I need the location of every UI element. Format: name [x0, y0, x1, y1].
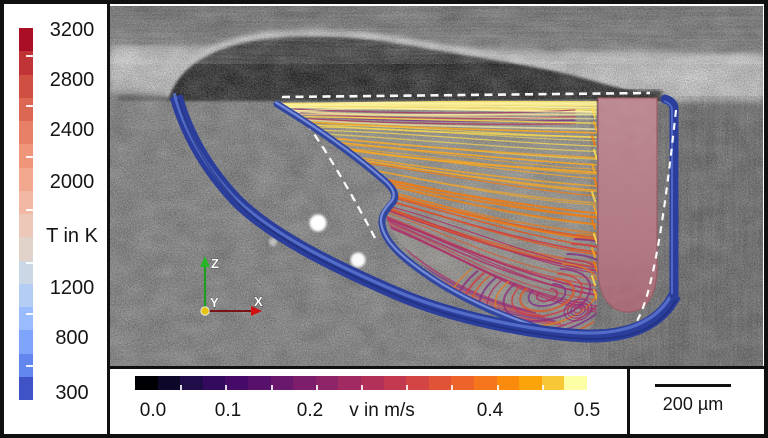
vel-axis-title: v in m/s: [349, 400, 415, 421]
xray-simulation-scene: Z X Y: [110, 6, 763, 366]
temp-label-2800: 2800: [49, 69, 95, 91]
pore-blob: [269, 238, 277, 246]
temp-label-3200: 3200: [49, 19, 95, 41]
scale-bar-line: [655, 384, 731, 387]
xray-image-area: Z X Y: [110, 6, 763, 366]
vel-label-0.4: 0.4: [476, 400, 504, 421]
y-axis-label: Y: [210, 295, 219, 310]
x-axis-arrow: [251, 306, 262, 316]
panel-divider-vertical: [107, 4, 110, 434]
pore-blob: [350, 252, 366, 268]
z-axis-arrow: [200, 256, 210, 267]
panel-divider-horizontal: [107, 366, 764, 369]
temp-label-800: 800: [55, 327, 89, 349]
temp-label-1200: 1200: [49, 277, 95, 299]
experimental-boundary-dashed-right: [635, 109, 678, 324]
x-axis-label: X: [254, 294, 263, 309]
orientation-axes: Z X Y: [200, 256, 263, 316]
scale-bar-label: 200 µm: [662, 394, 724, 414]
vel-label-0.5: 0.5: [573, 400, 601, 421]
velocity-colorbar: [135, 376, 587, 390]
temperature-colorbar-panel: 3200 2800 2400 2000 T in K 1200 800 300: [4, 4, 107, 434]
meltpool-right-edge: [660, 94, 679, 301]
experimental-boundary-dashed-left: [297, 111, 377, 239]
vel-label-0.0: 0.0: [139, 400, 167, 421]
pore-blobs: [269, 214, 366, 268]
scale-box-divider: [627, 369, 630, 434]
vel-label-0.1: 0.1: [214, 400, 242, 421]
temp-label-300: 300: [55, 382, 89, 404]
z-axis-label: Z: [211, 256, 219, 271]
vel-label-0.2: 0.2: [296, 400, 324, 421]
temp-label-2000: 2000: [49, 171, 95, 193]
keyhole-region: [597, 97, 658, 313]
temp-axis-title: T in K: [46, 225, 98, 247]
simulated-meltpool-boundary: [169, 92, 681, 343]
temperature-colorbar: [19, 28, 33, 400]
experimental-surface-dashed-line: [281, 91, 651, 99]
y-axis-dot: [200, 306, 210, 316]
temp-label-2400: 2400: [49, 119, 95, 141]
bottom-legend-panel: 0.0 0.1 0.2 v in m/s 0.4 0.5 200 µm: [110, 369, 764, 434]
pore-blob: [309, 214, 327, 232]
